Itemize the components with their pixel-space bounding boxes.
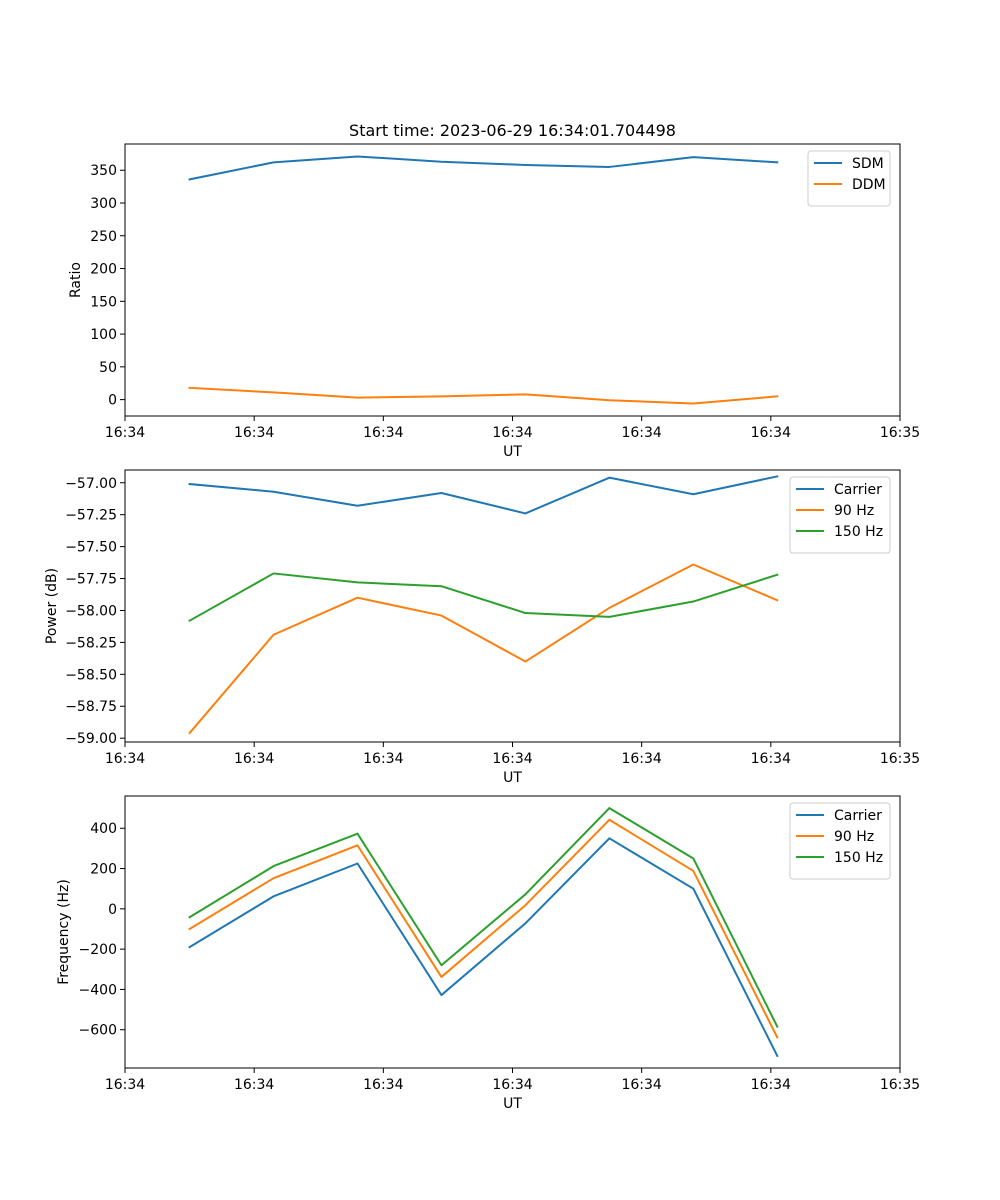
chart-0-legend-label-ddm: DDM [852,177,886,193]
chart-1-y-tick-label: −58.25 [65,635,117,651]
chart-1-x-tick-label: 16:34 [751,751,791,767]
chart-2-legend: Carrier 90 Hz 150 Hz [789,802,891,880]
chart-0-x-tick-label: 16:35 [880,425,920,441]
chart-2-x-tick-label: 16:34 [751,1077,791,1093]
chart-2-legend-label-90-hz: 90 Hz [834,829,874,845]
chart-2-y-tick-label: −200 [79,942,117,958]
chart-1-y-tick-label: −59.00 [65,731,117,747]
chart-0-x-tick-label: 16:34 [363,425,403,441]
chart-1-y-tick-label: −58.50 [65,667,117,683]
chart-1-y-tick-label: −58.75 [65,699,117,715]
chart-1-x-tick-label: 16:34 [105,751,145,767]
chart-0-legend: SDM DDM [807,150,891,207]
chart-0-x-tick-label: 16:34 [105,425,145,441]
chart-1-y-tick-label: −57.00 [65,476,117,492]
chart-0-series-line-sdm [188,155,779,181]
chart-0-x-tick-label: 16:34 [621,425,661,441]
chart-1-y-tick-label: −58.00 [65,603,117,619]
chart-2-y-tick-label: 400 [90,821,117,837]
chart-0-y-tick-label: 300 [90,196,117,212]
chart-0-legend-box [807,150,891,207]
chart-1-y-tick-label: −57.50 [65,540,117,556]
chart-2-x-tick-label: 16:34 [105,1077,145,1093]
chart-1-x-tick-label: 16:35 [880,751,920,767]
chart-2-x-axis-label: UT [503,1096,522,1112]
chart-1-series-line-90-hz [188,563,779,735]
chart-0-x-tick-label: 16:34 [751,425,791,441]
chart-0-series-line-ddm [188,386,779,405]
chart-1-series-line-carrier [188,475,779,515]
chart-2-y-tick-label: −400 [79,982,117,998]
chart-1-legend: Carrier 90 Hz 150 Hz [789,476,891,554]
chart-1-legend-label-carrier: Carrier [834,482,882,498]
chart-1-series-line-150-hz [188,572,779,623]
chart-2-series-line-150-hz [188,807,779,1029]
chart-2-x-tick-label: 16:34 [363,1077,403,1093]
chart-2-legend-label-150-hz: 150 Hz [834,850,883,866]
chart-0-x-tick-label: 16:34 [492,425,532,441]
chart-0-x-axis-label: UT [503,444,522,460]
chart-2-series-line-90-hz [188,818,779,1039]
power-panel: 16:34 16:34 16:34 16:34 16:34 16:34 16:35 −59.0… [44,469,920,786]
chart-1-x-tick-label: 16:34 [492,751,532,767]
chart-1-x-axis-label: UT [503,770,522,786]
chart-0-y-tick-label: 250 [90,229,117,245]
chart-2-x-tick-label: 16:34 [621,1077,661,1093]
chart-2-x-tick-label: 16:34 [234,1077,274,1093]
chart-2-series-line-carrier [188,837,779,1058]
chart-0-y-tick-label: 200 [90,262,117,278]
chart-1-legend-box [789,476,891,554]
chart-0-legend-label-sdm: SDM [852,156,884,172]
chart-0-y-tick-label: 350 [90,163,117,179]
chart-0-y-tick-label: 50 [99,360,117,376]
chart-1-x-tick-label: 16:34 [621,751,661,767]
chart-1-x-tick-label: 16:34 [363,751,403,767]
chart-1-y-axis-label: Power (dB) [44,568,60,644]
chart-2-legend-box [789,802,891,880]
chart-2-y-axis-label: Frequency (Hz) [56,879,72,985]
chart-2-y-tick-label: 200 [90,862,117,878]
chart-1-y-tick-label: −57.75 [65,572,117,588]
frequency-panel: 16:34 16:34 16:34 16:34 16:34 16:34 16:35 −600 −… [56,795,920,1112]
chart-1-x-tick-label: 16:34 [234,751,274,767]
chart-2-x-tick-label: 16:34 [492,1077,532,1093]
chart-0-x-tick-label: 16:34 [234,425,274,441]
chart-0-y-axis-label: Ratio [68,262,84,298]
chart-1-y-tick-label: −57.25 [65,508,117,524]
chart-1-legend-label-90-hz: 90 Hz [834,503,874,519]
chart-0-y-tick-label: 150 [90,294,117,310]
chart-2-legend-label-carrier: Carrier [834,808,882,824]
chart-2-x-tick-label: 16:35 [880,1077,920,1093]
chart-2-y-tick-label: 0 [108,902,117,918]
chart-0-y-tick-label: 100 [90,327,117,343]
ratio-panel: 16:34 16:34 16:34 16:34 16:34 16:34 16:35 0 50 10… [68,143,920,460]
chart-2-y-tick-label: −600 [79,1023,117,1039]
figure-title: Start time: 2023-06-29 16:34:01.704498 [349,121,676,140]
chart-0-y-tick-label: 0 [108,393,117,409]
chart-1-legend-label-150-hz: 150 Hz [834,524,883,540]
